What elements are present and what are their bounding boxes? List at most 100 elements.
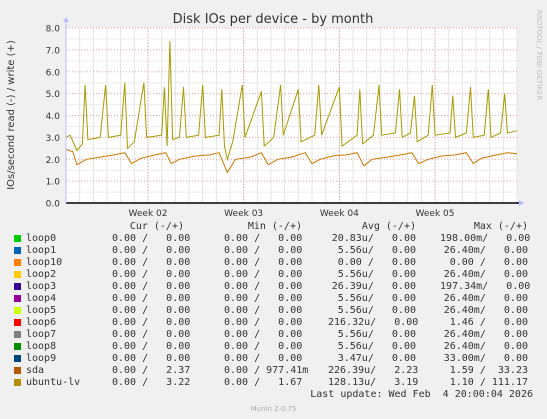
legend-max: 1.46 / 0.00 (449, 317, 528, 328)
legend-swatch (14, 379, 21, 386)
y-tick-label: 7.0 (46, 46, 61, 56)
legend-cur: 0.00 / 0.00 (112, 329, 191, 340)
legend-cur: 0.00 / 0.00 (112, 341, 191, 352)
legend-header-min: Min (-/+) (247, 221, 302, 232)
legend-max: 26.40m/ 0.00 (443, 269, 528, 280)
legend-row-ubuntu-lv: ubuntu-lv 0.00 / 3.22 0.00 / 1.67 128.13u/ … (0, 377, 547, 389)
legend-row-loop3: loop3 0.00 / 0.00 0.00 / 0.00 26.39u/ 0.00 1… (0, 281, 547, 293)
legend-cur: 0.00 / 0.00 (112, 317, 191, 328)
legend-avg: 5.56u/ 0.00 (337, 245, 416, 256)
y-axis-arrow (63, 17, 69, 22)
legend-max: 197.34m/ 0.00 (440, 281, 531, 292)
legend-name: loop5 (26, 305, 57, 316)
series-line-ubuntu-lv (65, 41, 518, 162)
legend-avg: 26.39u/ 0.00 (331, 281, 416, 292)
legend-min: 0.00 / 0.00 (224, 281, 303, 292)
legend-swatch (14, 295, 21, 302)
legend-max: 0.00 / 0.00 (449, 257, 528, 268)
legend-name: ubuntu-lv (26, 377, 81, 388)
munin-version: Munin 2.0.75 (250, 405, 297, 413)
legend-avg: 5.56u/ 0.00 (337, 341, 416, 352)
legend-min: 0.00 / 0.00 (224, 233, 303, 244)
legend-row-sda: sda 0.00 / 2.37 0.00 / 977.41m 226.39u/ 2.2… (0, 365, 547, 377)
y-tick-label: 3.0 (46, 134, 61, 144)
legend-cur: 0.00 / 0.00 (112, 353, 191, 364)
legend-avg: 128.13u/ 3.19 (328, 377, 419, 388)
legend-row-loop7: loop7 0.00 / 0.00 0.00 / 0.00 5.56u/ 0.00 26… (0, 329, 547, 341)
legend-name: loop2 (26, 269, 57, 280)
legend-swatch (14, 271, 21, 278)
x-tick-label: Week 03 (224, 209, 263, 219)
legend-avg: 5.56u/ 0.00 (337, 269, 416, 280)
y-tick-label: 2.0 (46, 156, 61, 166)
legend-swatch (14, 259, 21, 266)
x-tick-label: Week 05 (416, 209, 455, 219)
legend-name: loop6 (26, 317, 57, 328)
legend-avg: 226.39u/ 2.23 (328, 365, 419, 376)
legend-min: 0.00 / 1.67 (224, 377, 303, 388)
axes (63, 17, 524, 206)
legend-name: loop8 (26, 341, 57, 352)
legend-cur: 0.00 / 0.00 (112, 257, 191, 268)
legend-min: 0.00 / 0.00 (224, 341, 303, 352)
y-tick-label: 8.0 (46, 25, 61, 35)
legend-name: sda (26, 365, 45, 376)
legend-name: loop1 (26, 245, 57, 256)
legend-row-loop6: loop6 0.00 / 0.00 0.00 / 0.00 216.32u/ 0.00… (0, 317, 547, 329)
tick-labels: 0.0 1.0 2.0 3.0 4.0 5.0 6.0 7.0 8.0 Week 02 Week 0… (46, 25, 455, 220)
legend-cur: 0.00 / 0.00 (112, 281, 191, 292)
legend-max: 1.59 / 33.23 (449, 365, 528, 376)
legend-name: loop4 (26, 293, 57, 304)
legend-name: loop7 (26, 329, 57, 340)
legend-row-loop2: loop2 0.00 / 0.00 0.00 / 0.00 5.56u/ 0.00 26… (0, 269, 547, 281)
y-tick-label: 1.0 (46, 178, 61, 188)
legend-max: 198.00m/ 0.00 (440, 233, 531, 244)
legend-row-loop10: loop10 0.00 / 0.00 0.00 / 0.00 0.00 / 0.00 0… (0, 257, 547, 269)
series-line-sda (65, 148, 518, 174)
x-tick-label: Week 02 (129, 209, 168, 219)
y-tick-label: 0.0 (46, 200, 61, 210)
legend-avg: 3.47u/ 0.00 (337, 353, 416, 364)
y-axis-label: IOs/second read (-) / write (+) (6, 40, 17, 190)
legend-header-max: Max (-/+) (473, 221, 528, 232)
x-tick-label: Week 04 (320, 209, 359, 219)
legend-cur: 0.00 / 2.37 (112, 365, 191, 376)
legend-avg: 5.56u/ 0.00 (337, 329, 416, 340)
legend-cur: 0.00 / 0.00 (112, 233, 191, 244)
legend-cur: 0.00 / 0.00 (112, 293, 191, 304)
grid-lines (65, 27, 518, 203)
legend-min: 0.00 / 0.00 (224, 245, 303, 256)
legend-header: Cur (-/+) Min (-/+) Avg (-/+) Max (-/+) (0, 221, 547, 233)
legend-row-loop5: loop5 0.00 / 0.00 0.00 / 0.00 5.56u/ 0.00 26… (0, 305, 547, 317)
disk-io-chart: 0.0 1.0 2.0 3.0 4.0 5.0 6.0 7.0 8.0 Week 02 Week 0… (6, 10, 543, 220)
legend-avg: 0.00 / 0.00 (337, 257, 416, 268)
legend-name: loop9 (26, 353, 57, 364)
legend-swatch (14, 331, 21, 338)
legend-avg: 20.83u/ 0.00 (331, 233, 416, 244)
legend-avg: 5.56u/ 0.00 (337, 305, 416, 316)
chart-title: Disk IOs per device - by month (173, 12, 374, 27)
legend-cur: 0.00 / 0.00 (112, 245, 191, 256)
legend-min: 0.00 / 0.00 (224, 257, 303, 268)
legend-row-loop0: loop0 0.00 / 0.00 0.00 / 0.00 20.83u/ 0.00 1… (0, 233, 547, 245)
legend-max: 1.10 / 111.17 (449, 377, 528, 388)
legend-max: 26.40m/ 0.00 (443, 305, 528, 316)
rrdtool-side-label: RRDTOOL / TOBI OETIKER (535, 10, 543, 100)
legend-swatch (14, 235, 21, 242)
legend-swatch (14, 367, 21, 374)
legend-cur: 0.00 / 3.22 (112, 377, 191, 388)
legend-avg: 216.32u/ 0.00 (328, 317, 419, 328)
legend-max: 26.40m/ 0.00 (443, 341, 528, 352)
legend-name: loop3 (26, 281, 57, 292)
legend-max: 26.40m/ 0.00 (443, 329, 528, 340)
legend-min: 0.00 / 0.00 (224, 329, 303, 340)
legend-cur: 0.00 / 0.00 (112, 305, 191, 316)
y-tick-label: 4.0 (46, 112, 61, 122)
legend-max: 33.00m/ 0.00 (443, 353, 528, 364)
legend-min: 0.00 / 0.00 (224, 293, 303, 304)
legend-min: 0.00 / 0.00 (224, 317, 303, 328)
series-lines (65, 41, 518, 174)
legend-min: 0.00 / 0.00 (224, 305, 303, 316)
legend-swatch (14, 319, 21, 326)
